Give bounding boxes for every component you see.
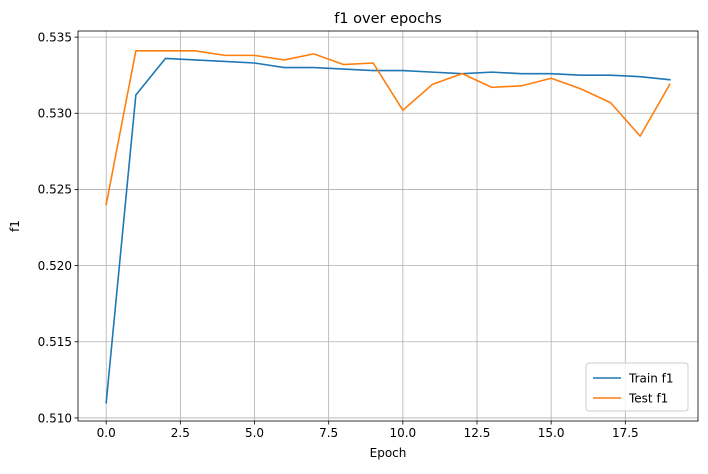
- x-tick-label: 17.5: [612, 426, 639, 440]
- x-tick-label: 2.5: [171, 426, 190, 440]
- y-tick-label: 0.530: [38, 107, 72, 121]
- series-lines: [105, 49, 671, 404]
- y-tick-label: 0.525: [38, 183, 72, 197]
- y-tick-label: 0.535: [38, 30, 72, 44]
- series-line-train-f1: [105, 57, 671, 404]
- x-tick-label: 7.5: [319, 426, 338, 440]
- grid: [78, 31, 698, 421]
- legend-label: Train f1: [628, 371, 673, 385]
- x-tick-label: 0.0: [97, 426, 116, 440]
- y-tick-label: 0.520: [38, 259, 72, 273]
- axis-ticks: 0.0 2.5 5.0 7.5 10.0 12.5 15.0 17.5 0.510 0.515 0.…: [38, 30, 639, 440]
- legend-box: [585, 362, 689, 412]
- x-axis-label: Epoch: [370, 446, 407, 460]
- x-tick-label: 15.0: [538, 426, 565, 440]
- series-line-test-f1: [105, 49, 671, 206]
- chart-title: f1 over epochs: [334, 11, 442, 27]
- legend: Train f1 Test f1: [585, 362, 689, 412]
- y-tick-label: 0.510: [38, 411, 72, 425]
- legend-label: Test f1: [628, 391, 668, 405]
- y-axis-label: f1: [8, 220, 22, 232]
- x-tick-label: 12.5: [464, 426, 491, 440]
- x-tick-label: 10.0: [389, 426, 416, 440]
- x-tick-label: 5.0: [245, 426, 264, 440]
- y-tick-label: 0.515: [38, 335, 72, 349]
- plot-frame: [77, 30, 699, 422]
